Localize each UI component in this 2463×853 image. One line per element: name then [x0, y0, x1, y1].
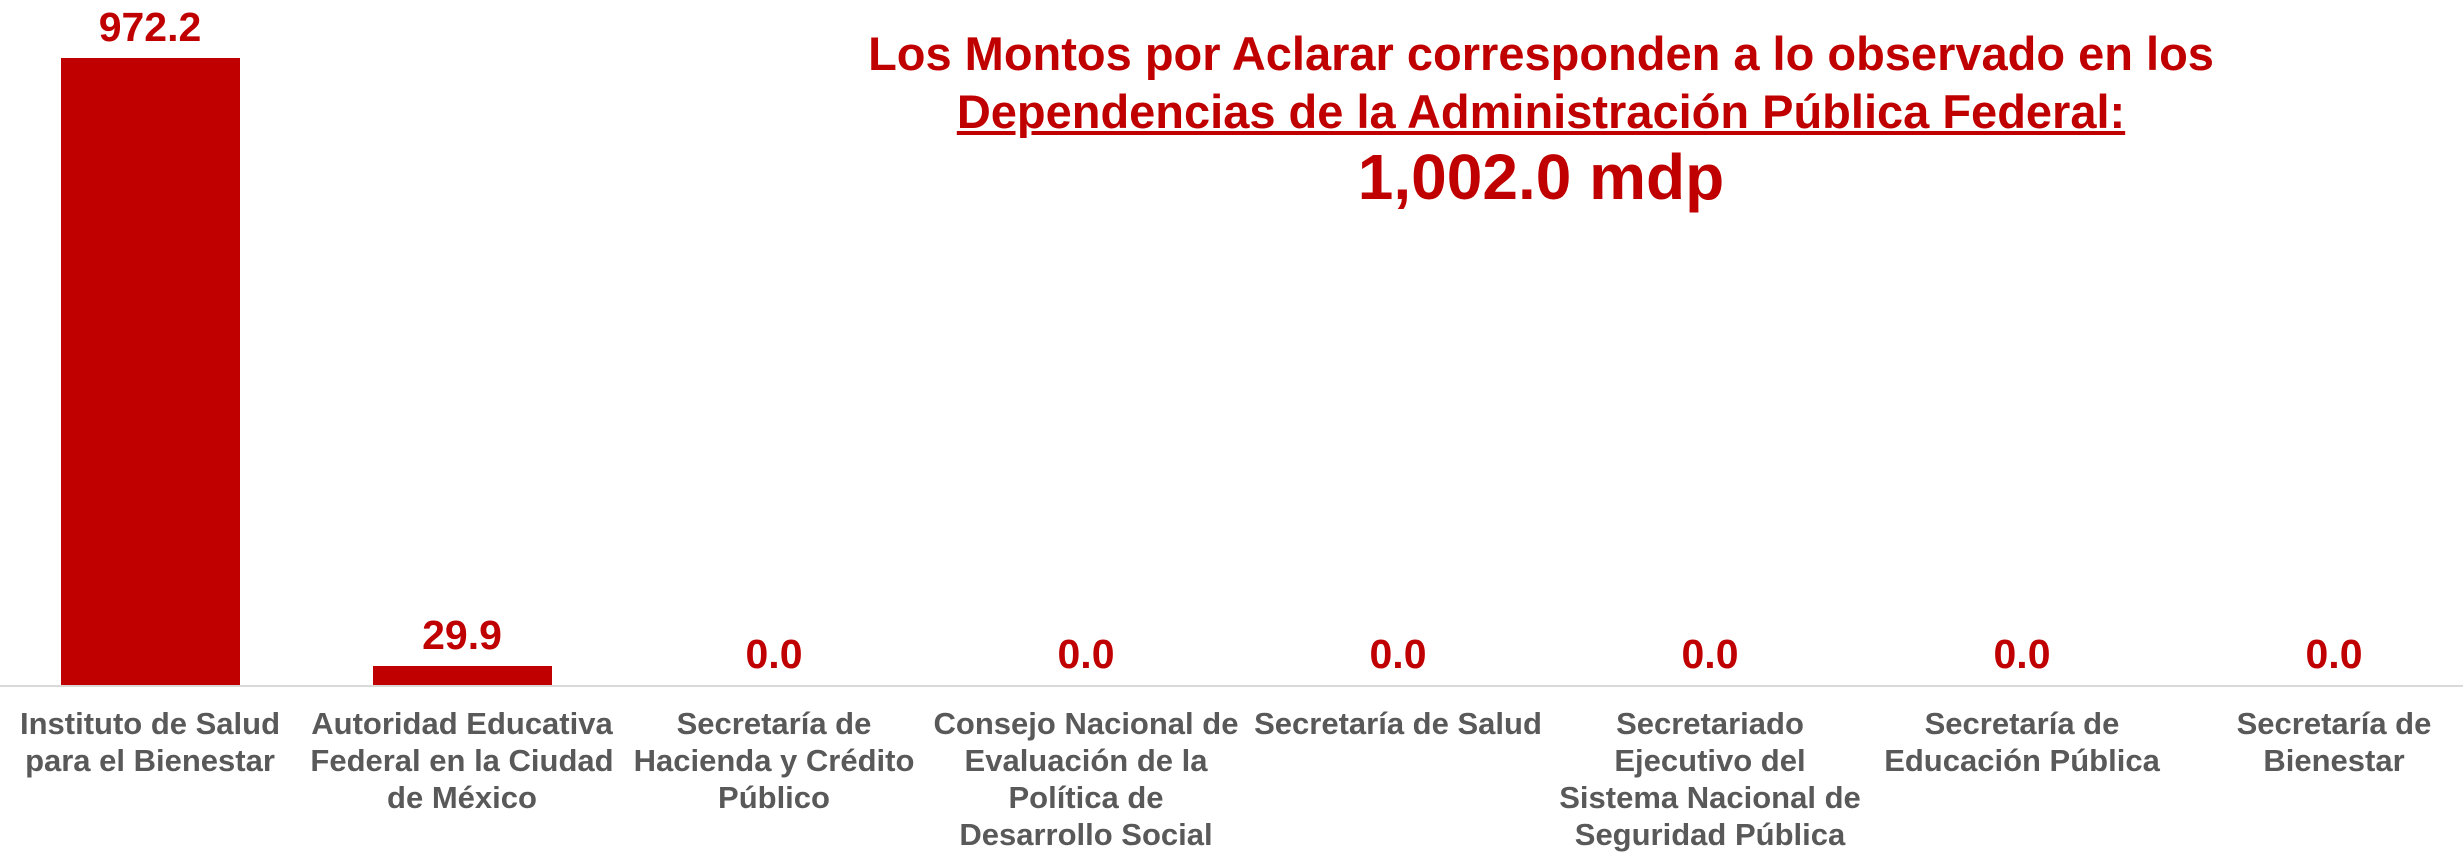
bar	[60, 58, 240, 685]
x-tick-label: Secretaría de Salud	[1254, 706, 1542, 741]
bar	[372, 665, 552, 685]
x-tick-label: Secretaría de Hacienda y Crédito Público	[633, 706, 915, 815]
total-annotation: 1,002.0 mdp	[1357, 141, 1725, 213]
value-label: 0.0	[1681, 631, 1739, 677]
value-label: 29.9	[422, 611, 502, 658]
value-label: 0.0	[2305, 631, 2363, 677]
value-label: 972.2	[98, 4, 202, 50]
x-tick-label: Instituto de Salud para el Bienestar	[19, 706, 281, 778]
x-tick-label: Secretariado Ejecutivo del Sistema Nacio…	[1559, 706, 1861, 852]
x-tick-label: Autoridad Educativa Federal en la Ciudad…	[310, 706, 614, 815]
x-tick-label: Secretaría de Bienestar	[2236, 706, 2432, 778]
value-label: 0.0	[1369, 631, 1427, 677]
chart-subtitle: Dependencias de la Administración Públic…	[956, 85, 2126, 138]
x-tick-label: Secretaría de Educación Pública	[1884, 706, 2160, 778]
x-tick-label: Consejo Nacional de Evaluación de la Pol…	[933, 706, 1239, 852]
value-label: 0.0	[1993, 631, 2051, 677]
chart-title: Los Montos por Aclarar corresponden a lo…	[868, 27, 2214, 80]
value-label: 0.0	[745, 631, 803, 677]
value-label: 0.0	[1057, 631, 1115, 677]
baseline	[0, 685, 2463, 687]
